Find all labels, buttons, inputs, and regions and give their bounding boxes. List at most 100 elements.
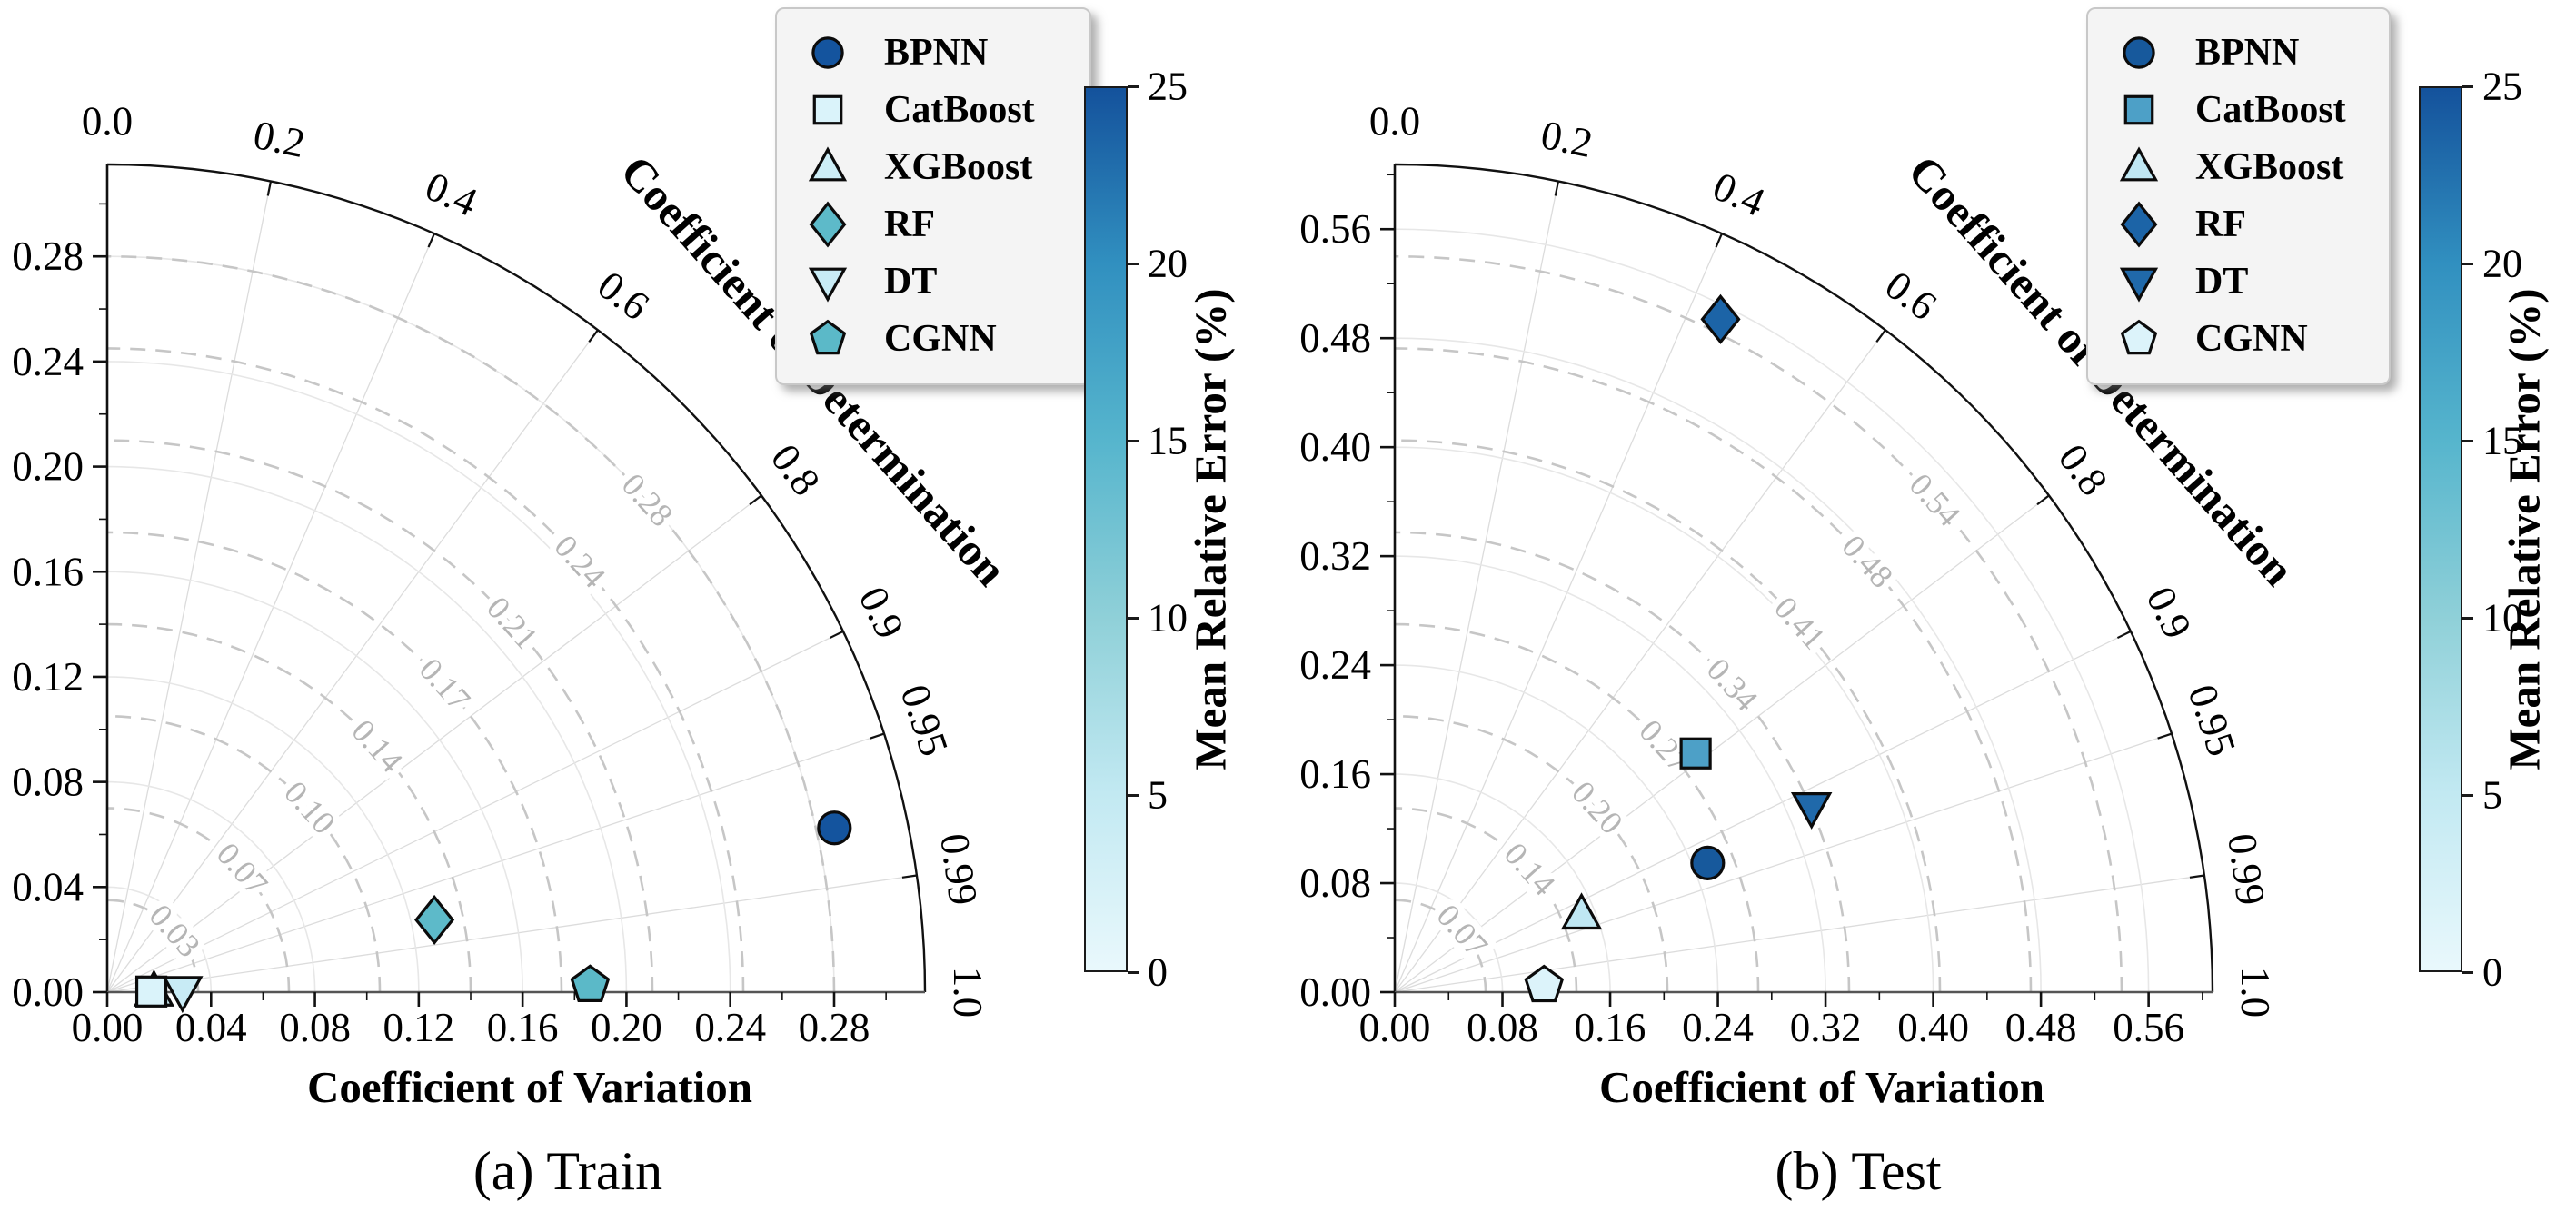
angular-tick-label: 0.4	[419, 163, 484, 224]
dashed-contour-label: 0.03	[142, 897, 207, 964]
angular-tick-label: 0.0	[1369, 99, 1420, 144]
dashed-contour-label: 0.07	[210, 836, 275, 903]
angular-gridline	[1394, 874, 2205, 993]
colorbar-tick	[2462, 793, 2473, 797]
legend-marker-triangle-down-icon	[808, 267, 848, 303]
dashed-contour-arc	[107, 807, 291, 993]
y-tick-label: 0.56	[1299, 206, 1371, 252]
colorbar-tick	[2462, 439, 2473, 442]
radial-gridarc	[1394, 337, 2042, 993]
data-point-catboost	[1679, 737, 1712, 770]
legend-test: BPNN CatBoost XGBoost RF DT CGNN	[2086, 7, 2391, 385]
dashed-contour-arc	[106, 622, 472, 993]
colorbar-tick	[1128, 439, 1139, 442]
angular-tick	[266, 181, 273, 196]
colorbar-tick	[2462, 262, 2473, 265]
legend-label: DT	[884, 260, 938, 303]
radial-gridarc	[106, 571, 523, 993]
radial-gridarc	[1394, 446, 1934, 993]
data-point-dt	[162, 976, 204, 1014]
angular-tick-label: 1.0	[945, 967, 990, 1018]
colorbar-gradient	[1084, 86, 1128, 972]
data-point-cgnn	[1524, 964, 1565, 1003]
caption-test: (b) Test	[1775, 1141, 1942, 1201]
x-tick-label: 0.08	[1467, 1005, 1538, 1050]
legend-label: RF	[2195, 203, 2246, 245]
angular-gridline	[106, 233, 435, 993]
angular-tick-label: 0.95	[891, 680, 957, 761]
colorbar-tick-label: 5	[2482, 772, 2502, 818]
legend-marker-triangle-down-icon	[2119, 267, 2159, 303]
x-tick-label: 0.16	[487, 1005, 559, 1050]
colorbar-tick	[2462, 84, 2473, 88]
x-tick-label: 0.08	[279, 1005, 351, 1050]
colorbar-tick-label: 25	[1148, 64, 1188, 109]
legend-label: CGNN	[2195, 317, 2308, 360]
legend-label: CatBoost	[884, 88, 1035, 131]
angular-gridline	[106, 494, 762, 993]
marker-diamond	[2120, 200, 2158, 248]
colorbar-tick	[2462, 970, 2473, 974]
angular-tick-label: 0.2	[250, 112, 309, 166]
dashed-contour-arc	[106, 531, 563, 993]
legend-label: CGNN	[884, 317, 997, 360]
x-tick-label: 0.00	[72, 1005, 144, 1050]
dashed-contour-arc	[1394, 439, 1942, 993]
colorbar-tick	[1128, 616, 1139, 620]
angular-tick	[588, 329, 599, 343]
angular-tick	[901, 874, 918, 879]
x-tick-label: 0.40	[1897, 1005, 1969, 1050]
marker-triangle-down	[808, 267, 848, 303]
colorbar-tick-label: 10	[2482, 595, 2522, 641]
dashed-contour-label: 0.07	[1429, 897, 1495, 964]
data-point-cgnn	[570, 964, 611, 1002]
radial-gridarc	[1394, 664, 1719, 993]
colorbar-tick	[1128, 84, 1139, 88]
marker-triangle-up	[808, 145, 848, 181]
radial-gridarc	[106, 465, 628, 993]
y-tick-label: 0.48	[1299, 315, 1371, 361]
angular-gridline	[1394, 233, 1723, 993]
angular-tick	[2157, 732, 2173, 740]
y-tick-label: 0.28	[12, 233, 84, 279]
dashed-contour-label: 0.14	[1497, 836, 1563, 903]
data-point-rf	[414, 894, 455, 946]
angular-tick	[2116, 630, 2132, 640]
legend-marker-pentagon-icon	[2120, 319, 2158, 354]
data-point-catboost	[134, 975, 168, 1008]
angular-gridline	[106, 329, 599, 993]
angular-tick	[2189, 874, 2205, 879]
legend-item-dt: DT	[2101, 253, 2376, 310]
angular-tick-label: 0.6	[1877, 262, 1945, 329]
legend-item-bpnn: BPNN	[2101, 24, 2376, 81]
angular-tick	[2036, 494, 2050, 506]
legend-label: BPNN	[2195, 31, 2300, 74]
legend-item-cgnn: CGNN	[790, 310, 1077, 367]
legend-marker-pentagon-icon	[809, 319, 847, 354]
colorbar-title-train: Mean Relative Error (%)	[1174, 86, 1247, 972]
radial-gridarc	[1394, 228, 2150, 993]
marker-triangle-down	[2119, 267, 2159, 303]
y-tick-label: 0.24	[1299, 642, 1371, 688]
dashed-contour-arc	[1394, 622, 1760, 993]
dashed-contour-label: 0.24	[547, 528, 612, 595]
data-point-bpnn	[1690, 845, 1726, 881]
x-tick-label: 0.32	[1790, 1005, 1862, 1050]
radial-gridarc	[106, 676, 420, 993]
y-tick-label: 0.16	[12, 549, 84, 594]
angular-tick-label: 0.95	[2179, 680, 2244, 761]
angular-tick	[1554, 181, 1560, 196]
legend-marker-square-icon	[2123, 94, 2154, 124]
x-tick-label: 0.56	[2113, 1005, 2184, 1050]
data-point-dt	[1790, 792, 1833, 830]
colorbar-tick-label: 20	[1148, 241, 1188, 286]
x-tick-label: 0.24	[1682, 1005, 1754, 1050]
dashed-contour-arc	[1394, 254, 2123, 993]
y-tick-label: 0.08	[12, 760, 84, 805]
y-tick-label: 0.24	[12, 339, 84, 384]
legend-label: XGBoost	[2195, 145, 2344, 188]
xlabel-test: Coefficient of Variation	[1599, 1062, 2044, 1112]
angular-tick-label: 0.8	[2050, 435, 2117, 503]
legend-marker-triangle-up-icon	[808, 145, 848, 181]
